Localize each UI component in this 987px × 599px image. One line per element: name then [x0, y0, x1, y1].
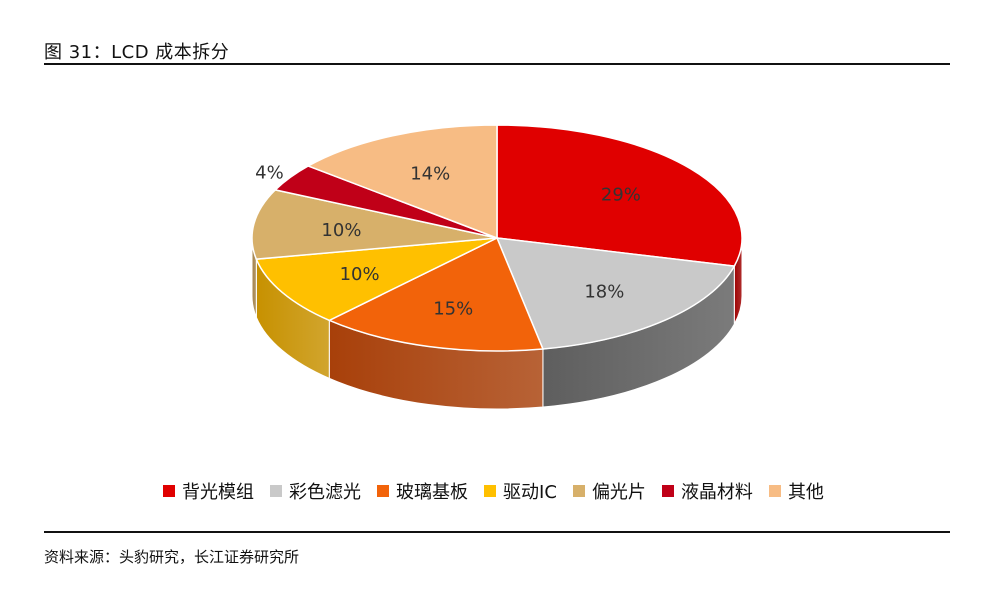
legend-swatch-2: [377, 485, 390, 497]
legend-item-5: 液晶材料: [661, 478, 753, 504]
legend-swatch-1: [270, 485, 283, 497]
legend-item-3: 驱动IC: [484, 478, 557, 504]
data-label-3: 10%: [340, 264, 380, 285]
footer-divider: [44, 531, 950, 533]
legend-label-1: 彩色滤光: [289, 482, 362, 503]
title-divider: [44, 63, 950, 65]
legend-swatch-0: [163, 485, 176, 497]
legend-label-3: 驱动IC: [503, 482, 557, 503]
chart-legend: 背光模组 彩色滤光 玻璃基板 驱动IC 偏光片 液晶材料 其他: [0, 478, 987, 504]
legend-swatch-5: [661, 485, 674, 497]
pie-slice-3: [255, 237, 498, 322]
data-label-0: 29%: [601, 185, 641, 206]
data-label-1: 18%: [584, 282, 624, 303]
legend-item-0: 背光模组: [163, 478, 254, 504]
pie-chart: 29% 18% 15% 10% 10% 4% 14%: [251, 124, 743, 410]
legend-item-4: 偏光片: [572, 478, 646, 504]
legend-swatch-6: [768, 485, 781, 497]
legend-item-2: 玻璃基板: [377, 478, 468, 504]
pie-slice-2: [327, 236, 544, 352]
data-label-5: 4%: [255, 162, 284, 183]
legend-label-2: 玻璃基板: [396, 482, 469, 503]
legend-label-0: 背光模组: [182, 482, 255, 503]
legend-label-5: 液晶材料: [680, 482, 753, 503]
figure-title: 图 31：LCD 成本拆分: [44, 42, 230, 63]
source-note: 资料来源：头豹研究，长江证券研究所: [44, 548, 300, 566]
data-label-6: 14%: [410, 164, 450, 185]
legend-label-6: 其他: [787, 482, 824, 503]
legend-item-1: 彩色滤光: [270, 478, 361, 504]
data-label-4: 10%: [321, 220, 361, 241]
legend-swatch-4: [572, 485, 585, 497]
pie-slice-0: [496, 124, 743, 267]
pie-slice-4: [251, 189, 498, 260]
legend-swatch-3: [484, 485, 497, 497]
legend-item-6: 其他: [768, 478, 824, 504]
pie-slice-6: [306, 124, 498, 240]
pie-slice-1: [495, 237, 736, 350]
data-label-2: 15%: [433, 298, 473, 319]
legend-label-4: 偏光片: [591, 482, 646, 503]
